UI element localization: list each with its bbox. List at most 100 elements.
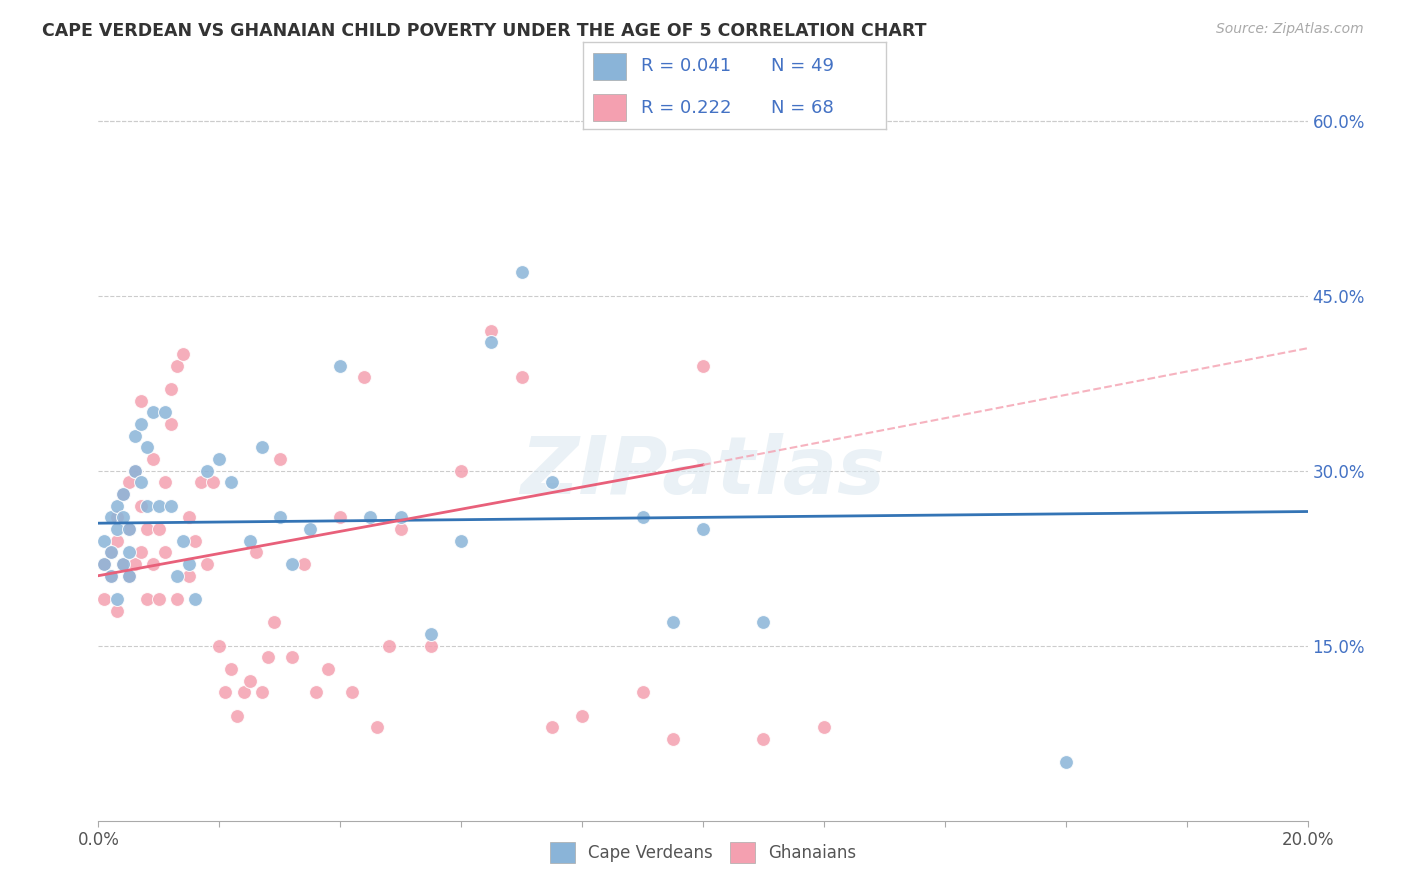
- FancyBboxPatch shape: [592, 54, 626, 79]
- Point: [450, 464, 472, 478]
- Point: [124, 464, 146, 478]
- Point: [105, 604, 128, 618]
- Point: [540, 475, 562, 490]
- Point: [148, 592, 170, 607]
- Point: [571, 708, 593, 723]
- Point: [752, 615, 775, 630]
- Point: [118, 522, 141, 536]
- Text: R = 0.222: R = 0.222: [641, 99, 731, 118]
- Point: [481, 324, 503, 338]
- Point: [184, 592, 207, 607]
- Point: [118, 522, 141, 536]
- Text: N = 68: N = 68: [770, 99, 834, 118]
- Legend: Cape Verdeans, Ghanaians: Cape Verdeans, Ghanaians: [543, 836, 863, 869]
- Point: [389, 510, 412, 524]
- Point: [510, 265, 533, 279]
- Point: [305, 685, 328, 699]
- Point: [129, 499, 152, 513]
- Point: [93, 592, 115, 607]
- Point: [245, 545, 267, 559]
- Point: [214, 685, 236, 699]
- Point: [118, 568, 141, 582]
- Point: [93, 533, 115, 548]
- Point: [100, 568, 122, 582]
- Point: [172, 347, 194, 361]
- Point: [111, 510, 134, 524]
- Point: [111, 487, 134, 501]
- Point: [105, 499, 128, 513]
- Point: [93, 557, 115, 571]
- Point: [142, 452, 165, 467]
- Point: [420, 627, 443, 641]
- Point: [661, 731, 683, 746]
- FancyBboxPatch shape: [592, 95, 626, 120]
- Point: [93, 557, 115, 571]
- Point: [299, 522, 322, 536]
- Point: [111, 487, 134, 501]
- Point: [166, 592, 188, 607]
- Point: [172, 533, 194, 548]
- Point: [292, 557, 315, 571]
- Point: [208, 639, 231, 653]
- Point: [263, 615, 285, 630]
- Point: [190, 475, 212, 490]
- Point: [135, 499, 157, 513]
- Point: [692, 522, 714, 536]
- Point: [316, 662, 339, 676]
- Point: [281, 557, 304, 571]
- Point: [100, 510, 122, 524]
- Point: [232, 685, 254, 699]
- Text: R = 0.041: R = 0.041: [641, 57, 731, 76]
- Point: [129, 475, 152, 490]
- Point: [124, 428, 146, 442]
- Point: [208, 452, 231, 467]
- Point: [256, 650, 278, 665]
- Point: [329, 359, 352, 373]
- Point: [160, 382, 183, 396]
- Point: [269, 452, 291, 467]
- Point: [142, 557, 165, 571]
- Point: [118, 475, 141, 490]
- Point: [329, 510, 352, 524]
- Point: [135, 592, 157, 607]
- Point: [202, 475, 225, 490]
- Text: CAPE VERDEAN VS GHANAIAN CHILD POVERTY UNDER THE AGE OF 5 CORRELATION CHART: CAPE VERDEAN VS GHANAIAN CHILD POVERTY U…: [42, 22, 927, 40]
- Point: [135, 441, 157, 455]
- Point: [153, 405, 176, 419]
- Point: [481, 335, 503, 350]
- Point: [166, 568, 188, 582]
- Point: [281, 650, 304, 665]
- Point: [377, 639, 399, 653]
- Point: [124, 464, 146, 478]
- Point: [105, 510, 128, 524]
- Point: [179, 568, 201, 582]
- Point: [239, 673, 262, 688]
- Point: [129, 417, 152, 431]
- Point: [195, 557, 218, 571]
- Point: [692, 359, 714, 373]
- Point: [631, 510, 654, 524]
- Point: [100, 545, 122, 559]
- Point: [389, 522, 412, 536]
- Point: [100, 568, 122, 582]
- Text: N = 49: N = 49: [770, 57, 834, 76]
- Point: [661, 615, 683, 630]
- Point: [360, 510, 382, 524]
- Point: [129, 393, 152, 408]
- Point: [179, 557, 201, 571]
- Point: [160, 499, 183, 513]
- Point: [450, 533, 472, 548]
- Point: [124, 557, 146, 571]
- Text: Source: ZipAtlas.com: Source: ZipAtlas.com: [1216, 22, 1364, 37]
- Text: ZIPatlas: ZIPatlas: [520, 433, 886, 511]
- Point: [269, 510, 291, 524]
- Point: [250, 685, 273, 699]
- Point: [118, 545, 141, 559]
- Point: [221, 475, 243, 490]
- Point: [166, 359, 188, 373]
- Point: [540, 720, 562, 734]
- Point: [111, 557, 134, 571]
- Point: [153, 545, 176, 559]
- Point: [226, 708, 249, 723]
- Point: [353, 370, 375, 384]
